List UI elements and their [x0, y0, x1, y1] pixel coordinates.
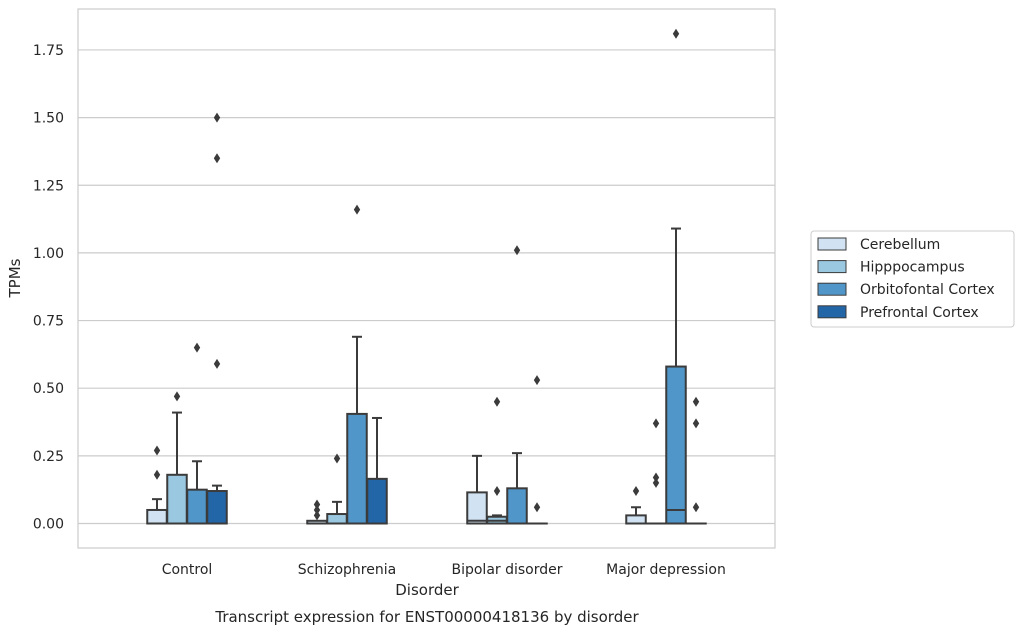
box: [166, 391, 188, 525]
outlier-point: [692, 396, 700, 407]
outlier-point: [652, 477, 660, 488]
outlier-point: [153, 469, 161, 480]
box: [486, 396, 508, 525]
outlier-point: [493, 396, 501, 407]
outlier-point: [213, 112, 221, 123]
box: [685, 396, 707, 525]
legend: Cerebellum Hipppocampus Orbitofontal Corte…: [810, 230, 1015, 328]
box-body: [146, 508, 168, 525]
box: [506, 245, 528, 525]
series-prefrontal-cortex: [206, 112, 707, 525]
outlier-point: [213, 153, 221, 164]
y-tick-label: 1.50: [33, 111, 64, 127]
box-body: [346, 412, 368, 525]
box: [146, 445, 168, 525]
outlier-point: [313, 499, 321, 510]
box-body: [506, 487, 528, 525]
y-tick-label: 0.75: [33, 314, 64, 330]
box: [665, 28, 687, 525]
y-tick-label: 1.75: [33, 43, 64, 59]
box-body: [206, 490, 228, 525]
y-tick-label: 1.00: [33, 246, 64, 262]
x-tick-label: Bipolar disorder: [451, 562, 562, 578]
outlier-point: [692, 502, 700, 513]
legend-swatch: [817, 237, 847, 251]
outlier-point: [672, 28, 680, 39]
outlier-point: [513, 245, 521, 256]
legend-swatch: [817, 305, 847, 319]
box: [366, 416, 388, 525]
legend-label: Cerebellum: [860, 237, 940, 253]
outlier-point: [213, 358, 221, 369]
outlier-point: [173, 391, 181, 402]
legend-swatch: [817, 260, 847, 274]
outlier-point: [652, 472, 660, 483]
box: [645, 418, 667, 525]
box: [206, 112, 228, 525]
legend-label: Prefrontal Cortex: [860, 305, 979, 321]
outlier-point: [652, 418, 660, 429]
y-tick-label: 1.25: [33, 178, 64, 194]
box-body: [166, 473, 188, 525]
box-body: [186, 488, 208, 525]
box: [346, 204, 368, 525]
chart-caption: Transcript expression for ENST0000041813…: [214, 608, 639, 626]
box-body: [665, 365, 687, 525]
outlier-point: [632, 486, 640, 497]
legend-frame: [810, 230, 1015, 328]
box-series: [146, 28, 707, 525]
box: [625, 486, 647, 525]
x-tick-labels: Control Schizophrenia Bipolar disorder Majo…: [162, 562, 726, 578]
box: [466, 454, 488, 525]
y-tick-label: 0.50: [33, 381, 64, 397]
legend-label: Hipppocampus: [860, 260, 965, 276]
legend-entry: Prefrontal Cortex: [817, 305, 979, 321]
box-body: [366, 477, 388, 525]
outlier-point: [313, 504, 321, 515]
series-orbitofontal-cortex: [186, 28, 687, 525]
box-body: [466, 491, 488, 525]
y-axis-title: TPMs: [6, 258, 24, 298]
x-axis-title: Disorder: [395, 581, 459, 599]
box: [526, 375, 548, 525]
box-body: [326, 513, 348, 525]
outlier-point: [313, 510, 321, 521]
series-cerebellum: [146, 445, 647, 525]
outlier-point: [692, 418, 700, 429]
outlier-point: [533, 502, 541, 513]
x-tick-label: Schizophrenia: [298, 562, 396, 578]
outlier-point: [533, 375, 541, 386]
plot-frame: [77, 8, 776, 549]
outlier-point: [333, 453, 341, 464]
legend-entry: Orbitofontal Cortex: [817, 282, 995, 298]
outlier-point: [193, 342, 201, 353]
y-tick-labels: 0.00 0.25 0.50 0.75 1.00 1.25 1.50 1.75: [33, 43, 64, 533]
box: [306, 499, 328, 525]
x-tick-label: Control: [162, 562, 213, 578]
outlier-point: [353, 204, 361, 215]
outlier-point: [493, 486, 501, 497]
x-tick-label: Major depression: [606, 562, 726, 578]
outlier-point: [153, 445, 161, 456]
y-tick-label: 0.25: [33, 449, 64, 465]
plot-background: [78, 9, 775, 548]
legend-label: Orbitofontal Cortex: [860, 282, 995, 298]
y-tick-label: 0.00: [33, 517, 64, 533]
legend-swatch: [817, 282, 847, 296]
box-body: [625, 514, 647, 525]
legend-entry: Cerebellum: [817, 237, 940, 253]
legend-entry: Hipppocampus: [817, 260, 965, 276]
